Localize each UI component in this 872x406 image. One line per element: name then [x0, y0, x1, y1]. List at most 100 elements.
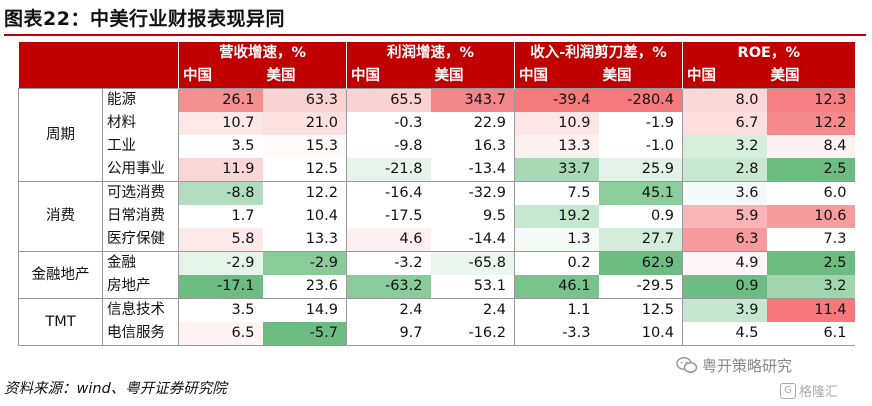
value-cell: 3.5 [178, 135, 263, 158]
value-cell: 4.5 [682, 322, 767, 346]
table-row: 工业 3.5 15.3 -9.8 16.3 13.3 -1.0 3.2 8.4 [19, 135, 855, 158]
value-cell: 62.9 [598, 251, 683, 275]
value-cell: 5.9 [682, 205, 767, 228]
sector-label: 日常消费 [102, 205, 179, 228]
corner-cell [18, 65, 103, 89]
value-cell: -65.8 [430, 251, 515, 275]
value-cell: -5.7 [262, 322, 347, 346]
header-profit-growth: 利润增速，% [346, 42, 515, 65]
value-cell: 13.3 [514, 135, 599, 158]
table-row: 周期 能源 26.1 63.3 65.5 343.7 -39.4 -280.4 8.0 12.3 [18, 88, 855, 182]
value-cell: 27.7 [598, 228, 683, 252]
value-cell: 45.1 [598, 181, 683, 205]
value-cell: 1.1 [514, 298, 599, 322]
value-cell: 46.1 [514, 275, 599, 299]
value-cell: 2.4 [346, 298, 431, 322]
title-divider [4, 34, 866, 36]
corner-cell [102, 42, 179, 65]
table-body: 周期 能源 26.1 63.3 65.5 343.7 -39.4 -280.4 8.0 12.3 材… [18, 88, 855, 346]
value-cell: 11.4 [766, 298, 855, 322]
sector-label: 工业 [102, 135, 179, 158]
sector-label: 材料 [102, 112, 179, 135]
value-cell: -29.5 [598, 275, 683, 299]
value-cell: 10.7 [178, 112, 263, 135]
value-cell: 10.4 [262, 205, 347, 228]
group-label: 消费 [18, 181, 103, 252]
header-usa: 美国 [430, 65, 515, 89]
sector-label: 房地产 [102, 275, 179, 299]
page-title: 图表22：中美行业财报表现异同 [4, 8, 285, 30]
value-cell: 3.9 [682, 298, 767, 322]
value-cell: 26.1 [178, 88, 263, 112]
value-cell: 12.5 [262, 158, 347, 182]
value-cell: 1.3 [514, 228, 599, 252]
value-cell: 19.2 [514, 205, 599, 228]
value-cell: 14.9 [262, 298, 347, 322]
value-cell: 33.7 [514, 158, 599, 182]
table-row: 金融地产 金融 -2.9 -2.9 -3.2 -65.8 0.2 62.9 4.9 2.5 [18, 251, 855, 299]
value-cell: 343.7 [430, 88, 515, 112]
value-cell: 7.5 [514, 181, 599, 205]
table-row: 公用事业 11.9 12.5 -21.8 -13.4 33.7 25.9 2.8 2.5 [19, 158, 855, 182]
value-cell: 6.1 [766, 322, 855, 346]
table-row: 房地产 -17.1 23.6 -63.2 53.1 46.1 -29.5 0.9 3.2 [19, 275, 855, 299]
data-table: 营收增速，% 利润增速，% 收入-利润剪刀差，% ROE，% 中国 美国 中国 … [18, 42, 855, 346]
value-cell: 6.3 [682, 228, 767, 252]
logo-icon: G [780, 382, 796, 399]
value-cell: 0.2 [514, 251, 599, 275]
value-cell: 10.9 [514, 112, 599, 135]
corner-cell [18, 42, 103, 65]
value-cell: 0.9 [682, 275, 767, 299]
header-usa: 美国 [262, 65, 347, 89]
table-row: 消费 可选消费 -8.8 12.2 -16.4 -32.9 7.5 45.1 3.6 6.0 [18, 181, 855, 252]
value-cell: -63.2 [346, 275, 431, 299]
header-china: 中国 [346, 65, 431, 89]
value-cell: 2.5 [766, 251, 855, 275]
value-cell: -2.9 [178, 251, 263, 275]
header-china: 中国 [514, 65, 599, 89]
value-cell: -21.8 [346, 158, 431, 182]
value-cell: -39.4 [514, 88, 599, 112]
value-cell: -17.1 [178, 275, 263, 299]
value-cell: 23.6 [262, 275, 347, 299]
value-cell: 16.3 [430, 135, 515, 158]
corner-cell [102, 65, 179, 89]
value-cell: 5.8 [178, 228, 263, 252]
value-cell: 2.4 [430, 298, 515, 322]
value-cell: -8.8 [178, 181, 263, 205]
value-cell: 6.5 [178, 322, 263, 346]
source-note: 资料来源：wind、粤开证券研究院 [4, 381, 227, 397]
value-cell: -3.2 [346, 251, 431, 275]
table-row: 医疗保健 5.8 13.3 4.6 -14.4 1.3 27.7 6.3 7.3 [19, 228, 855, 252]
value-cell: 3.5 [178, 298, 263, 322]
header-roe: ROE，% [682, 42, 855, 65]
value-cell: -14.4 [430, 228, 515, 252]
value-cell: 25.9 [598, 158, 683, 182]
sector-label: 能源 [102, 88, 179, 112]
value-cell: -16.2 [430, 322, 515, 346]
value-cell: 65.5 [346, 88, 431, 112]
value-cell: -3.3 [514, 322, 599, 346]
value-cell: 9.7 [346, 322, 431, 346]
header-revenue-growth: 营收增速，% [178, 42, 347, 65]
table-row: TMT 信息技术 3.5 14.9 2.4 2.4 1.1 12.5 3.9 11.4 [18, 298, 855, 346]
header-china: 中国 [178, 65, 263, 89]
value-cell: 10.4 [598, 322, 683, 346]
group-label: 金融地产 [18, 251, 103, 299]
wechat-icon [676, 356, 698, 374]
sector-label: 信息技术 [102, 298, 179, 322]
group-label: 周期 [18, 88, 103, 182]
value-cell: 1.7 [178, 205, 263, 228]
value-cell: -13.4 [430, 158, 515, 182]
value-cell: 12.3 [766, 88, 855, 112]
value-cell: 12.2 [766, 112, 855, 135]
value-cell: -17.5 [346, 205, 431, 228]
value-cell: -1.0 [598, 135, 683, 158]
value-cell: 4.6 [346, 228, 431, 252]
value-cell: 0.9 [598, 205, 683, 228]
value-cell: 7.3 [766, 228, 855, 252]
value-cell: 11.9 [178, 158, 263, 182]
sector-label: 可选消费 [102, 181, 179, 205]
value-cell: 6.0 [766, 181, 855, 205]
value-cell: -0.3 [346, 112, 431, 135]
